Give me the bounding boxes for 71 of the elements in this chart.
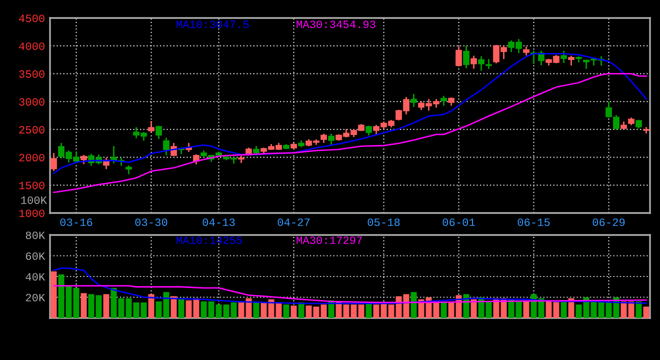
bar	[560, 301, 567, 318]
y-tick-label: 2500	[19, 126, 44, 134]
x-tick-label: 04-13	[202, 218, 235, 226]
y-tick-label: 80K	[26, 232, 46, 240]
line-series	[53, 52, 647, 174]
candlestick	[156, 126, 162, 140]
y-tick-label: 60K	[26, 252, 46, 260]
bar	[470, 299, 477, 318]
bar	[253, 302, 260, 318]
x-tick-label: 03-16	[60, 218, 92, 226]
candlestick	[456, 46, 462, 66]
line-series	[53, 285, 647, 304]
x-tick-label: 05-18	[368, 218, 400, 226]
candlestick	[606, 102, 612, 118]
x-tick-label: 03-30	[135, 218, 168, 226]
text: MA30:3454.93	[296, 20, 376, 28]
bar	[576, 304, 582, 318]
bar	[523, 301, 530, 318]
candlestick	[328, 134, 334, 145]
bar	[298, 302, 304, 318]
candlestick	[410, 94, 417, 107]
y-tick-label: 20K	[26, 294, 46, 302]
candlestick	[50, 152, 57, 172]
candlestick	[643, 127, 650, 134]
text: 100K	[21, 196, 47, 204]
line-series	[53, 73, 647, 194]
line-series	[53, 268, 647, 304]
y-tick-label: 1500	[19, 182, 44, 190]
candlestick	[568, 56, 574, 66]
bar	[440, 302, 447, 318]
x-tick-label: 06-15	[518, 218, 550, 226]
text: MA30:17297	[296, 236, 362, 244]
y-tick-label: 3000	[19, 98, 44, 106]
x-tick-label: 04-27	[278, 218, 310, 226]
bar	[373, 304, 380, 318]
bar	[448, 302, 454, 318]
candlestick	[163, 138, 170, 156]
candlestick	[148, 120, 154, 132]
bar	[148, 294, 154, 318]
bar	[643, 306, 650, 318]
y-tick-label: 4000	[19, 42, 44, 50]
candlestick	[463, 46, 470, 68]
candlestick	[470, 56, 477, 69]
candlestick	[613, 115, 620, 130]
bar	[366, 303, 372, 318]
bar	[433, 301, 440, 318]
bar	[238, 302, 244, 318]
text: MA10:14255	[176, 236, 242, 244]
bar	[50, 271, 57, 318]
bar	[178, 299, 184, 318]
bar	[283, 304, 290, 318]
bar	[358, 304, 364, 318]
x-tick-label: 06-01	[442, 218, 475, 226]
candlestick	[238, 156, 244, 163]
bar	[388, 304, 394, 318]
y-tick-label: 1000	[19, 210, 44, 218]
text: MA10:3047.5	[176, 20, 249, 28]
bar	[170, 296, 177, 318]
candlestick	[576, 56, 582, 62]
bar	[103, 294, 110, 318]
x-tick-label: 06-29	[592, 218, 625, 226]
bar	[410, 292, 417, 318]
y-tick-label: 3500	[19, 70, 44, 78]
y-tick-label: 40K	[26, 273, 46, 281]
candlestick	[560, 50, 567, 63]
bar	[290, 306, 297, 318]
bar	[80, 293, 87, 318]
candlestick	[126, 166, 132, 174]
y-tick-label: 4500	[19, 14, 44, 22]
y-tick-label: 2000	[19, 154, 44, 162]
bar	[636, 301, 642, 318]
